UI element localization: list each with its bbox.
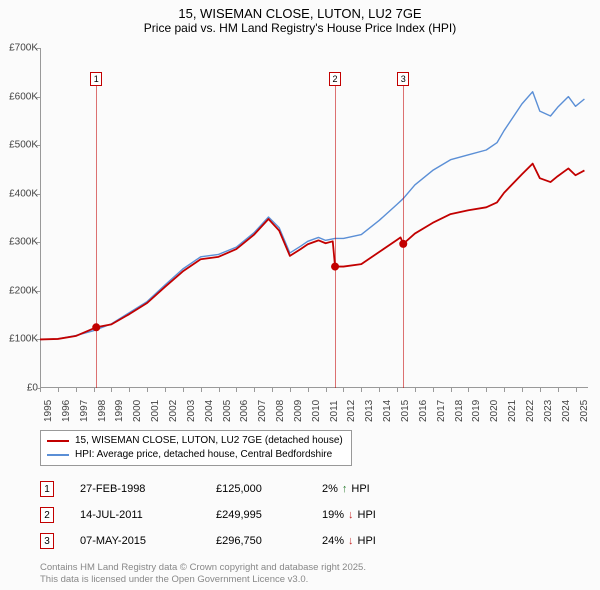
y-axis-tick [36, 388, 40, 389]
x-axis-tick-label: 2021 [507, 400, 518, 422]
y-axis-tick [36, 242, 40, 243]
sale-event-row: 2 14-JUL-2011 £249,995 19% ↓ HPI [40, 502, 540, 528]
legend-swatch [47, 440, 69, 442]
arrow-down-icon: ↓ [348, 535, 354, 547]
sale-event-delta-pct: 19% [322, 509, 344, 521]
sale-event-marker: 1 [40, 481, 54, 497]
x-axis-tick-label: 2014 [382, 400, 393, 422]
sale-event-date: 14-JUL-2011 [80, 509, 190, 521]
chart-title-block: 15, WISEMAN CLOSE, LUTON, LU2 7GE Price … [0, 0, 600, 37]
x-axis-tick-label: 2007 [257, 400, 268, 422]
legend-item: HPI: Average price, detached house, Cent… [47, 448, 343, 462]
x-axis-tick-label: 2000 [132, 400, 143, 422]
sale-marker-line [403, 86, 404, 388]
x-axis-tick-label: 2008 [275, 400, 286, 422]
y-axis-tick-label: £600K [0, 91, 40, 102]
sale-event-delta: 2% ↑HPI [322, 483, 370, 495]
chart-title-line2: Price paid vs. HM Land Registry's House … [0, 21, 600, 35]
series-line-price_paid [40, 164, 584, 340]
x-axis-tick-label: 1997 [79, 400, 90, 422]
x-axis-tick-label: 2003 [186, 400, 197, 422]
x-axis-tick-label: 1995 [43, 400, 54, 422]
sale-marker-line [335, 86, 336, 388]
x-axis-tick-label: 2015 [400, 400, 411, 422]
x-axis-tick-label: 2004 [204, 400, 215, 422]
y-axis-tick-label: £400K [0, 188, 40, 199]
x-axis-tick-label: 2019 [471, 400, 482, 422]
sale-events-table: 127-FEB-1998£125,0002%↑HPI214-JUL-2011£2… [40, 476, 540, 554]
y-axis-tick [36, 145, 40, 146]
y-axis-tick-label: £500K [0, 140, 40, 151]
x-axis-tick-label: 2001 [150, 400, 161, 422]
sale-event-price: £296,750 [216, 535, 296, 547]
x-axis-tick-label: 2011 [329, 400, 340, 422]
sale-event-date: 07-MAY-2015 [80, 535, 190, 547]
legend-label: HPI: Average price, detached house, Cent… [75, 448, 332, 462]
chart-svg [40, 48, 588, 388]
x-axis-labels: 1995 1996 1997 1998 1999 2000 2001 2002 2003 2004… [40, 392, 588, 432]
y-axis-tick [36, 97, 40, 98]
sale-marker-box: 3 [397, 72, 409, 86]
x-axis-tick-label: 2006 [239, 400, 250, 422]
sale-event-delta: 19% ↓ HPI [322, 509, 376, 521]
x-axis-tick-label: 2016 [418, 400, 429, 422]
sale-event-delta-pct: 2% [322, 483, 338, 495]
y-axis-tick-label: £0 [0, 383, 40, 394]
sale-event-delta-pct: 24% [322, 535, 344, 547]
x-axis-tick-label: 2025 [579, 400, 590, 422]
chart-legend: 15, WISEMAN CLOSE, LUTON, LU2 7GE (detac… [40, 430, 352, 466]
sale-marker-box: 2 [329, 72, 341, 86]
series-line-hpi [40, 92, 584, 340]
y-axis-tick-label: £200K [0, 285, 40, 296]
y-axis-tick [36, 339, 40, 340]
chart-plot-area: £0£100K£200K£300K£400K£500K£600K£700K123 [40, 48, 588, 388]
y-axis-tick-label: £300K [0, 237, 40, 248]
sale-event-delta-suffix: HPI [351, 483, 369, 495]
x-axis-tick-label: 2017 [436, 400, 447, 422]
x-axis-tick-label: 2009 [293, 400, 304, 422]
chart-footer: Contains HM Land Registry data © Crown c… [40, 562, 366, 586]
chart-title-line1: 15, WISEMAN CLOSE, LUTON, LU2 7GE [0, 6, 600, 21]
x-axis-tick-label: 2012 [346, 400, 357, 422]
sale-event-price: £249,995 [216, 509, 296, 521]
x-axis-tick-label: 2013 [364, 400, 375, 422]
x-axis-tick-label: 2023 [543, 400, 554, 422]
footer-line2: This data is licensed under the Open Gov… [40, 574, 366, 586]
sale-event-price: £125,000 [216, 483, 296, 495]
x-axis-tick-label: 2018 [454, 400, 465, 422]
arrow-down-icon: ↓ [348, 509, 354, 521]
sale-event-delta: 24% ↓ HPI [322, 535, 376, 547]
x-axis-tick-label: 1996 [61, 400, 72, 422]
x-axis-tick-label: 1998 [97, 400, 108, 422]
y-axis-tick [36, 291, 40, 292]
y-axis-tick [36, 48, 40, 49]
y-axis-tick-label: £100K [0, 334, 40, 345]
x-axis-tick-label: 1999 [114, 400, 125, 422]
legend-item: 15, WISEMAN CLOSE, LUTON, LU2 7GE (detac… [47, 434, 343, 448]
y-axis-tick [36, 194, 40, 195]
sale-event-delta-suffix: HPI [358, 535, 376, 547]
sale-event-date: 27-FEB-1998 [80, 483, 190, 495]
x-axis-tick-label: 2020 [489, 400, 500, 422]
sale-event-row: 1 27-FEB-1998 £125,000 2% ↑HPI [40, 476, 540, 502]
sale-event-marker: 2 [40, 507, 54, 523]
x-axis-tick-label: 2024 [561, 400, 572, 422]
x-axis-tick-label: 2005 [222, 400, 233, 422]
arrow-up-icon: ↑ [342, 483, 348, 495]
sale-event-row: 3 07-MAY-2015 £296,750 24% ↓ HPI [40, 528, 540, 554]
footer-line1: Contains HM Land Registry data © Crown c… [40, 562, 366, 574]
sale-marker-box: 1 [90, 72, 102, 86]
x-axis-tick-label: 2002 [168, 400, 179, 422]
y-axis-tick-label: £700K [0, 43, 40, 54]
x-axis-tick-label: 2010 [311, 400, 322, 422]
sale-event-marker: 3 [40, 533, 54, 549]
x-axis-tick-label: 2022 [525, 400, 536, 422]
legend-swatch [47, 454, 69, 456]
sale-marker-line [96, 86, 97, 388]
sale-event-delta-suffix: HPI [358, 509, 376, 521]
legend-label: 15, WISEMAN CLOSE, LUTON, LU2 7GE (detac… [75, 434, 343, 448]
